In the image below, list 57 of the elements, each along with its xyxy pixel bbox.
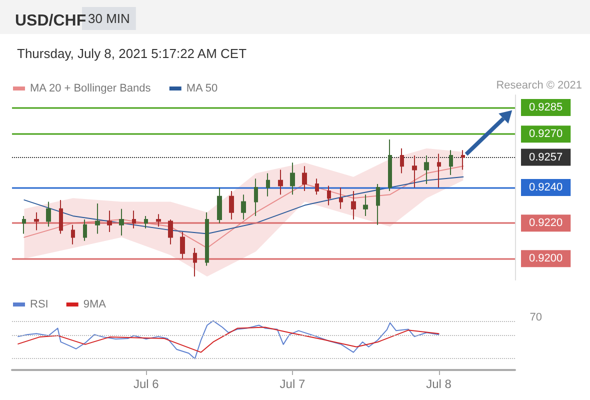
candlestick bbox=[400, 148, 404, 174]
candlestick bbox=[119, 208, 124, 236]
candlestick bbox=[241, 194, 246, 220]
candlestick bbox=[95, 203, 100, 234]
y-tick-label: 0.9240 bbox=[529, 182, 563, 194]
candlestick bbox=[327, 185, 331, 206]
y-tick-label: 0.9285 bbox=[529, 101, 563, 114]
candlestick bbox=[376, 183, 380, 226]
legend-label: MA 20 + Bollinger Bands bbox=[30, 82, 152, 94]
text: 70 bbox=[530, 312, 542, 324]
candlestick bbox=[302, 166, 307, 192]
candlestick bbox=[437, 153, 441, 188]
candlestick bbox=[363, 194, 368, 216]
legend-label: MA 50 bbox=[186, 82, 218, 94]
candlestick bbox=[144, 215, 148, 229]
x-tick-label: Jul 6 bbox=[133, 377, 160, 391]
candlestick bbox=[339, 187, 343, 210]
legend-label: 9MA bbox=[83, 298, 107, 310]
candlestick bbox=[254, 178, 258, 216]
candlestick bbox=[132, 210, 136, 229]
candlestick bbox=[266, 172, 270, 197]
candlestick bbox=[412, 154, 417, 188]
x-tick-label: Jul 8 bbox=[426, 377, 452, 391]
candlestick bbox=[388, 138, 392, 192]
x-tick-label: Jul 7 bbox=[280, 377, 306, 391]
candlestick bbox=[107, 210, 112, 232]
text: 30 MIN bbox=[88, 11, 130, 26]
candlestick bbox=[193, 247, 197, 277]
candlestick bbox=[59, 199, 63, 234]
y-tick-label: 0.9200 bbox=[529, 252, 563, 265]
candlestick bbox=[168, 219, 173, 245]
candlestick bbox=[71, 224, 75, 245]
candlestick bbox=[46, 201, 51, 228]
candlestick bbox=[229, 190, 234, 220]
candlestick bbox=[278, 169, 283, 196]
y-tick-label: 0.9270 bbox=[529, 128, 563, 140]
candlestick bbox=[22, 215, 26, 234]
chart-subtitle: Thursday, July 8, 2021 5:17:22 AM CET bbox=[17, 46, 247, 61]
candlestick bbox=[351, 190, 356, 220]
candlestick bbox=[217, 187, 222, 224]
y-tick-label: 0.9220 bbox=[529, 217, 563, 230]
candlestick bbox=[205, 212, 209, 266]
candlestick bbox=[83, 219, 87, 242]
legend-label: RSI bbox=[30, 298, 48, 310]
candlestick bbox=[449, 150, 453, 176]
candlestick bbox=[424, 154, 429, 184]
candlestick bbox=[315, 178, 319, 196]
text: Research © 2021 bbox=[496, 80, 582, 92]
candlestick bbox=[290, 162, 295, 196]
chart-title: USD/CHF bbox=[15, 12, 86, 30]
candlestick bbox=[156, 214, 161, 228]
candlestick bbox=[461, 150, 465, 170]
line-series bbox=[24, 166, 464, 248]
y-tick-label: 0.9257 bbox=[529, 151, 563, 164]
candlestick bbox=[180, 231, 185, 260]
line-series bbox=[24, 176, 464, 234]
candlestick bbox=[34, 212, 39, 231]
